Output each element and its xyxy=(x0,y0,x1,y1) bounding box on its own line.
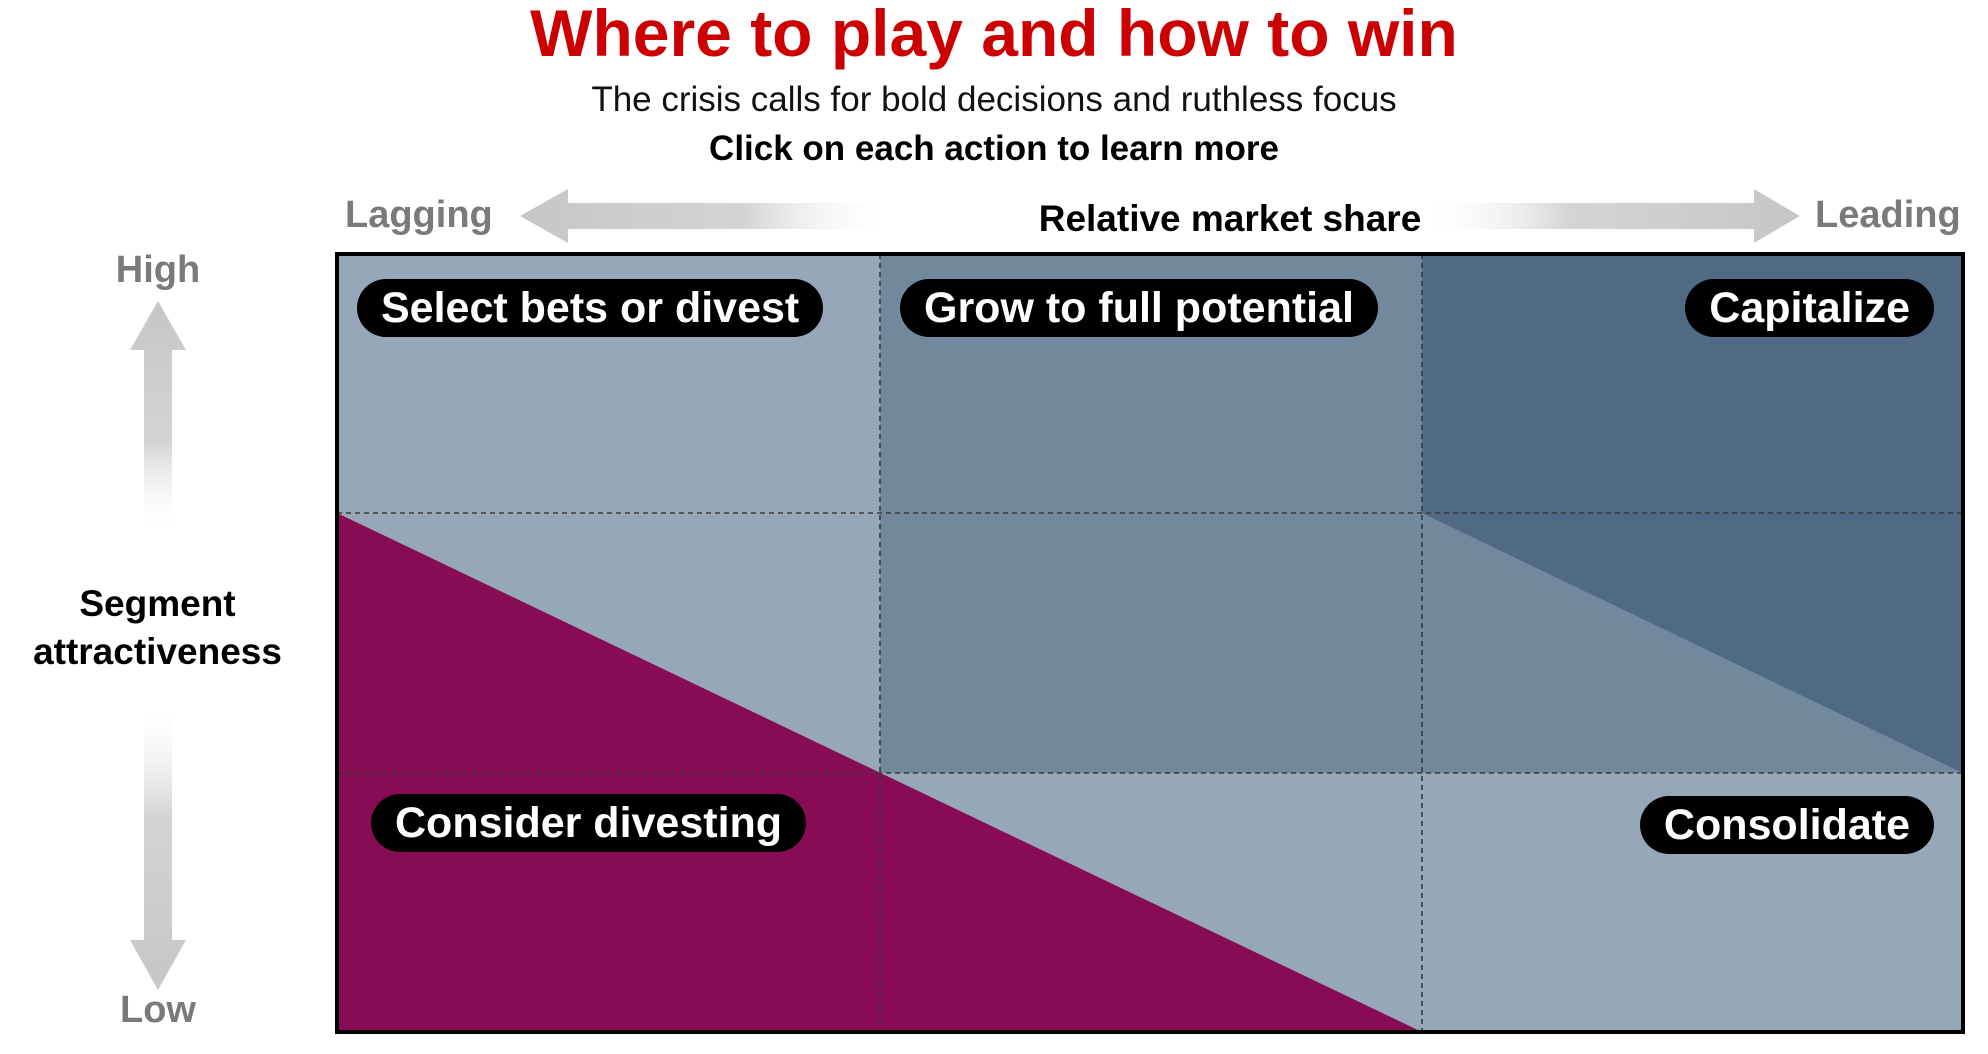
y-axis-title: Segment attractiveness xyxy=(0,580,315,676)
grid-lines xyxy=(337,254,1963,1032)
arrow-right-icon xyxy=(1420,189,1800,243)
instruction-text: Click on each action to learn more xyxy=(709,129,1279,168)
action-grow-button[interactable]: Grow to full potential xyxy=(900,279,1378,337)
action-capitalize-button[interactable]: Capitalize xyxy=(1685,279,1934,337)
page-subtitle: The crisis calls for bold decisions and … xyxy=(591,80,1397,119)
matrix-border xyxy=(335,252,1965,1034)
action-select-bets-button[interactable]: Select bets or divest xyxy=(357,279,824,337)
arrow-up-icon xyxy=(130,301,186,535)
action-consolidate-button[interactable]: Consolidate xyxy=(1639,796,1934,854)
page-title: Where to play and how to win xyxy=(530,0,1458,70)
arrow-left-icon xyxy=(520,189,895,243)
x-axis-title: Relative market share xyxy=(1038,198,1422,239)
x-axis-high-label: Leading xyxy=(1815,194,1961,236)
x-axis-low-label: Lagging xyxy=(345,194,493,236)
y-axis-low-label: Low xyxy=(120,989,196,1031)
y-axis-title-line1: Segment xyxy=(79,583,236,624)
y-axis-title-line2: attractiveness xyxy=(33,631,282,672)
arrow-down-icon xyxy=(130,700,186,990)
y-axis-high-label: High xyxy=(115,249,201,291)
region-dark xyxy=(1422,254,1963,773)
action-consider-divesting-button[interactable]: Consider divesting xyxy=(371,794,807,852)
